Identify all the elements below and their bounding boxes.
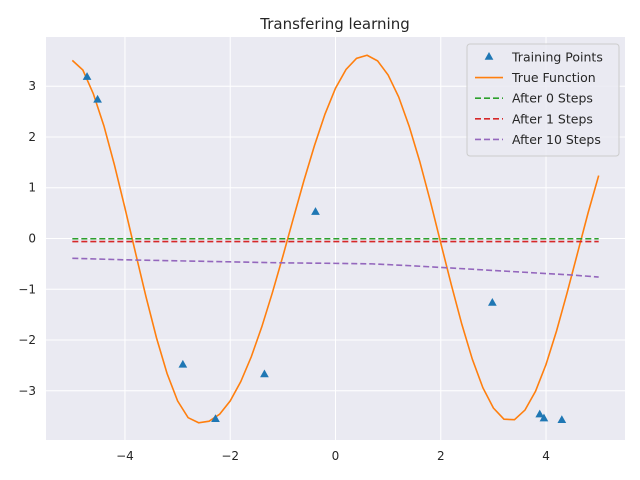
legend-label: Training Points — [511, 50, 603, 65]
training-point-marker — [82, 72, 92, 80]
training-point-marker — [211, 414, 220, 422]
training-point-marker — [539, 413, 549, 422]
training-point-marker — [535, 409, 545, 418]
training-point-marker — [260, 369, 269, 378]
legend-box — [466, 43, 620, 157]
legend-label: True Function — [511, 70, 596, 85]
training-point-marker — [311, 207, 320, 215]
y-tick-label: −3 — [18, 384, 36, 398]
training-point-marker — [557, 415, 567, 423]
y-tick-label: 0 — [28, 232, 36, 246]
x-tick-label: 2 — [437, 449, 445, 463]
y-tick-label: 1 — [28, 181, 36, 195]
training-point-marker — [178, 359, 188, 368]
legend-marker-training-points — [484, 52, 494, 60]
legend-label: After 1 Steps — [512, 111, 593, 126]
legend: Training Points True Function After 0 Step… — [466, 43, 620, 157]
x-tick-label: 0 — [332, 449, 340, 463]
training-point-marker — [488, 297, 497, 306]
after-10-steps-line — [72, 257, 599, 278]
chart-title: Transfering learning — [259, 15, 409, 33]
legend-label: After 10 Steps — [512, 132, 601, 147]
training-point-marker — [93, 94, 102, 103]
tick-labels: −4 −2 0 2 4 −3 −2 −1 0 1 2 3 — [18, 79, 550, 463]
x-tick-label: −2 — [221, 449, 239, 463]
x-tick-label: −4 — [116, 449, 134, 463]
legend-label: After 0 Steps — [512, 91, 593, 106]
y-tick-label: −1 — [18, 282, 36, 296]
y-tick-label: 3 — [28, 79, 36, 93]
y-tick-label: −2 — [18, 333, 36, 347]
x-tick-label: 4 — [542, 449, 550, 463]
series-layer — [71, 54, 600, 424]
y-tick-label: 2 — [28, 130, 36, 144]
true-function-line — [71, 54, 600, 424]
